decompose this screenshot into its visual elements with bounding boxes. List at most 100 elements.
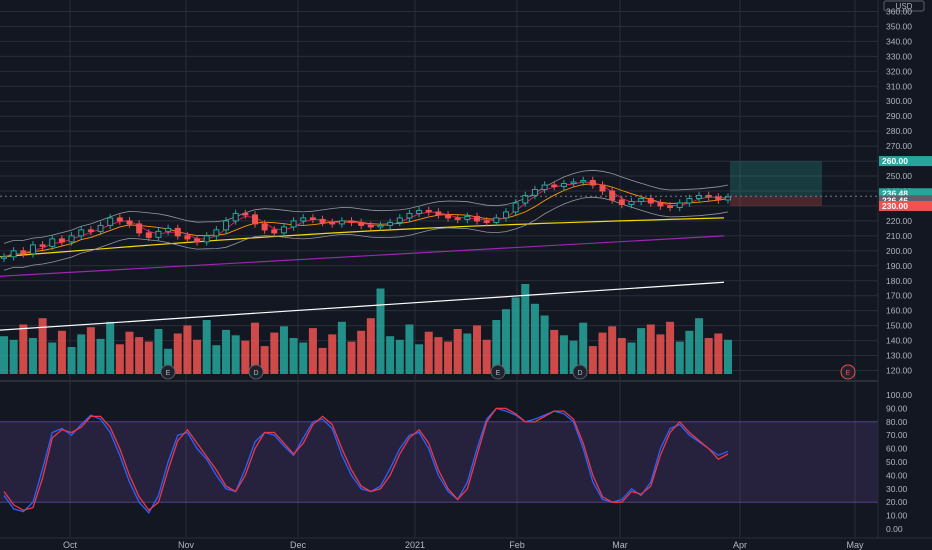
volume-bar <box>270 332 279 374</box>
volume-bar <box>695 318 704 374</box>
candle <box>541 184 548 191</box>
volume-bar <box>19 324 28 374</box>
candle <box>78 229 85 237</box>
volume-bar <box>222 329 231 374</box>
volume-bar <box>444 341 453 374</box>
price-axis-tick: 310.00 <box>886 81 912 91</box>
candle <box>184 235 191 240</box>
volume-bar <box>144 341 153 374</box>
event-marker-circle <box>248 364 264 380</box>
candle <box>58 238 65 243</box>
volume-bar <box>260 346 269 374</box>
volume-bar <box>279 326 288 374</box>
volume-bar <box>598 332 607 374</box>
volume-bar <box>250 322 259 374</box>
candle <box>493 217 500 223</box>
candle <box>155 230 162 238</box>
candle <box>29 244 36 255</box>
event-marker[interactable]: E <box>160 364 176 380</box>
volume-bar <box>299 342 308 374</box>
volume-bar <box>521 284 530 374</box>
volume-bar <box>646 324 655 374</box>
volume-bar <box>241 340 250 374</box>
event-marker-label: E <box>496 370 501 377</box>
candle <box>464 215 471 220</box>
volume-bar <box>511 297 520 374</box>
candle <box>309 217 316 220</box>
price-axis-tick: 220.00 <box>886 216 912 226</box>
price-badge-second-background <box>879 195 932 206</box>
candle <box>290 220 297 228</box>
candle <box>242 212 249 216</box>
position-loss-zone[interactable] <box>730 196 822 206</box>
volume-bar <box>627 342 636 374</box>
volume-bar <box>463 333 472 374</box>
volume-bar <box>96 338 105 374</box>
candle <box>425 209 432 213</box>
volume-bar <box>366 318 375 374</box>
candle <box>512 202 519 213</box>
volume-bar <box>415 344 424 374</box>
position-profit-zone[interactable] <box>730 161 822 197</box>
candle <box>387 221 394 226</box>
candle <box>580 180 587 183</box>
price-badge-second: 236.46 <box>882 195 908 205</box>
volume-bar <box>328 334 337 374</box>
volume-bar <box>675 341 684 374</box>
volume-bar <box>492 320 501 374</box>
volume-bar <box>482 339 491 374</box>
time-axis-label: 2021 <box>405 540 425 550</box>
event-marker[interactable]: E <box>840 364 856 380</box>
event-marker[interactable]: D <box>248 364 264 380</box>
volume-bar <box>395 339 404 374</box>
stochastic-axis-tick: 100.00 <box>886 390 912 400</box>
time-axis-label: Dec <box>290 540 307 550</box>
event-marker-circle <box>490 364 506 380</box>
price-axis-tick: 210.00 <box>886 231 912 241</box>
candle <box>261 223 268 231</box>
candle <box>107 217 114 226</box>
price-axis-tick: 130.00 <box>886 351 912 361</box>
candle <box>676 202 683 208</box>
candle <box>377 224 384 228</box>
event-marker-label: D <box>253 370 258 377</box>
price-badge-current-background <box>879 188 932 199</box>
candle <box>483 220 490 223</box>
price-axis-tick: 170.00 <box>886 291 912 301</box>
currency-box[interactable] <box>883 0 925 12</box>
candle <box>445 214 452 219</box>
price-axis-tick: 350.00 <box>886 21 912 31</box>
time-axis-label: Apr <box>733 540 747 550</box>
price-axis-tick: 280.00 <box>886 126 912 136</box>
event-marker[interactable]: D <box>572 364 588 380</box>
time-axis[interactable] <box>0 538 932 550</box>
price-badge-stop-background <box>879 200 932 211</box>
volume-bar <box>193 339 202 374</box>
volume-bar <box>501 309 510 374</box>
volume-bar <box>154 329 163 374</box>
candle <box>609 190 616 201</box>
price-axis-tick: 200.00 <box>886 246 912 256</box>
price-axis-tick: 150.00 <box>886 321 912 331</box>
event-marker[interactable]: E <box>490 364 506 380</box>
event-marker-label: E <box>846 370 851 377</box>
volume-bar <box>48 342 57 374</box>
volume-bar <box>559 335 568 374</box>
candle <box>20 250 27 255</box>
volume-bar <box>704 338 713 374</box>
bollinger-lower <box>3 196 729 271</box>
price-axis-tick: 340.00 <box>886 36 912 46</box>
volume-bar <box>38 318 47 374</box>
price-axis-tick: 140.00 <box>886 336 912 346</box>
volume-bar <box>289 338 298 374</box>
time-axis-label: Nov <box>178 540 195 550</box>
candle <box>1 256 7 259</box>
volume-bar <box>656 334 665 374</box>
price-axis[interactable] <box>878 0 932 550</box>
volume-bar <box>550 329 559 374</box>
volume-bar <box>637 328 646 374</box>
candle <box>667 205 674 208</box>
time-axis-label: Feb <box>509 540 525 550</box>
